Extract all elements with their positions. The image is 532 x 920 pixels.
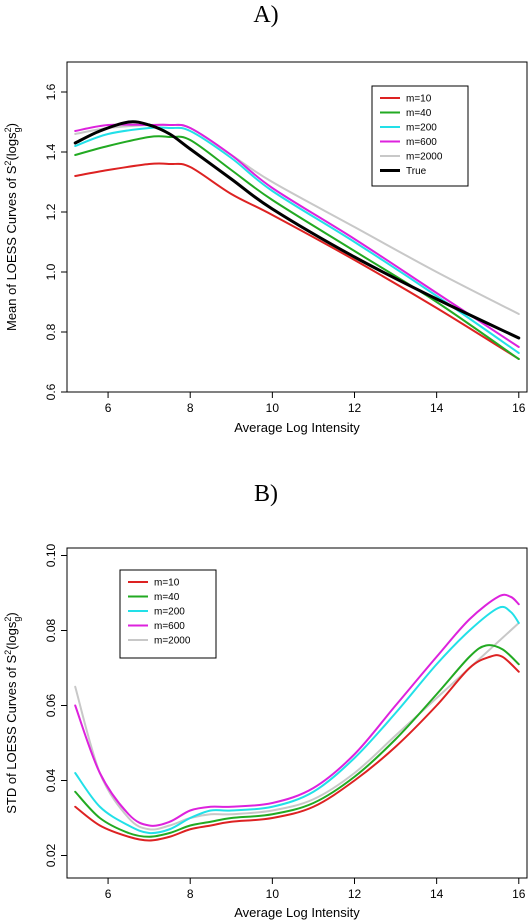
y-tick-label: 0.06 — [44, 693, 58, 717]
x-tick-label: 6 — [105, 401, 112, 415]
series-line-m-2000 — [74, 622, 520, 831]
y-tick-label: 0.02 — [44, 843, 58, 867]
y-axis-title: STD of LOESS Curves of S2(logs2g) — [3, 612, 22, 814]
x-tick-label: 16 — [512, 401, 526, 415]
legend-label: m=10 — [406, 94, 432, 105]
y-tick-label: 1.6 — [44, 83, 58, 100]
legend-label: m=10 — [154, 578, 180, 589]
legend-label: m=200 — [154, 607, 185, 618]
legend-label: m=40 — [406, 108, 432, 119]
y-tick-label: 0.10 — [44, 543, 58, 567]
y-tick-label: 1.2 — [44, 203, 58, 220]
legend-label: m=200 — [406, 123, 437, 134]
chart-panel-b: B) 6 8 10 12 14 16 0.02 0.04 0.06 0.08 0.10 Average … — [3, 481, 528, 920]
legend-label: m=40 — [154, 592, 180, 603]
x-tick-label: 10 — [266, 887, 280, 901]
series-line-m-10 — [74, 162, 520, 360]
x-tick-label: 10 — [266, 401, 280, 415]
series-line-m-200 — [74, 605, 520, 835]
series-line-true — [73, 120, 521, 340]
plot-frame — [66, 61, 528, 393]
x-tick-label: 16 — [512, 887, 526, 901]
y-tick-label: 0.08 — [44, 618, 58, 642]
series-lines — [73, 120, 521, 360]
series-line-m-10 — [74, 654, 520, 842]
chart-panel-a: A) 6 8 10 12 14 16 0.6 0.8 1.0 1.2 1.4 1.6 Average Lo… — [3, 2, 528, 435]
legend-label: True — [406, 166, 427, 177]
legend-label: m=2000 — [406, 152, 443, 163]
y-tick-label: 0.04 — [44, 768, 58, 792]
y-tick-label: 1.4 — [44, 143, 58, 160]
x-tick-label: 8 — [187, 887, 194, 901]
panel-label: A) — [253, 2, 278, 28]
panel-label: B) — [254, 481, 278, 507]
x-tick-label: 12 — [348, 887, 362, 901]
x-tick-label: 12 — [348, 401, 362, 415]
legend-label: m=600 — [406, 137, 437, 148]
y-tick-label: 0.8 — [44, 323, 58, 340]
series-line-m-40 — [74, 644, 520, 838]
legend: m=10 m=40 m=200 m=600 m=2000 True — [371, 85, 469, 187]
series-line-m-200 — [74, 126, 520, 354]
series-line-m-600 — [74, 593, 520, 827]
x-axis-title: Average Log Intensity — [234, 905, 360, 920]
legend-label: m=2000 — [154, 636, 191, 647]
x-tick-label: 14 — [430, 401, 444, 415]
y-axis-title: Mean of LOESS Curves of S2(logs2g) — [3, 123, 22, 331]
legend: m=10 m=40 m=200 m=600 m=2000 — [119, 569, 217, 659]
legend-box — [119, 569, 217, 659]
y-tick-label: 1.0 — [44, 263, 58, 280]
series-lines — [74, 593, 520, 842]
x-tick-label: 6 — [105, 887, 112, 901]
plot-frame — [66, 547, 528, 879]
y-tick-label: 0.6 — [44, 383, 58, 400]
x-tick-label: 8 — [187, 401, 194, 415]
x-tick-label: 14 — [430, 887, 444, 901]
x-axis-title: Average Log Intensity — [234, 420, 360, 435]
series-line-m-600 — [74, 123, 520, 348]
legend-label: m=600 — [154, 621, 185, 632]
